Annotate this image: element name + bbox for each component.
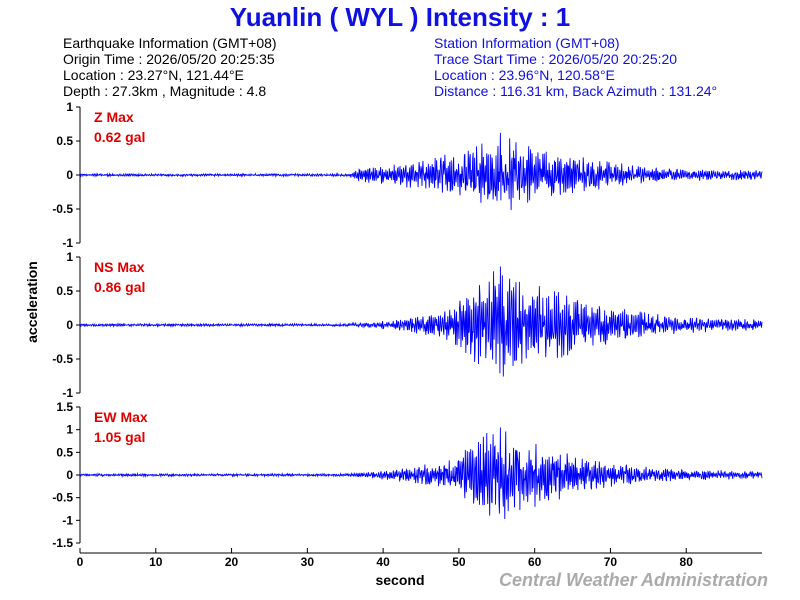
y-tick-label: 1 [66,250,73,264]
y-tick-label: -1.5 [52,536,73,550]
panel-max-z: 0.62 gal [94,129,145,145]
waveform-ew [79,427,763,519]
trace-start-time: Trace Start Time : 2026/05/20 20:25:20 [434,51,677,67]
origin-time: Origin Time : 2026/05/20 20:25:35 [63,51,275,67]
x-tick-label: 70 [604,555,618,569]
earthquake-info-heading: Earthquake Information (GMT+08) [63,35,277,51]
earthquake-info: Earthquake Information (GMT+08) Origin T… [63,35,277,99]
y-tick-label: -0.5 [52,491,73,505]
y-axis-title: acceleration [24,261,40,343]
panel-ew: 1.5 1 0.5 0 -0.5 -1 -1.5 EW Max 1.05 gal [52,400,763,550]
y-tick-label: 1 [66,423,73,437]
station-location: Location : 23.96°N, 120.58°E [434,67,615,83]
x-tick-label: 80 [680,555,694,569]
y-tick-label: 1 [66,100,73,114]
x-axis-title: second [375,572,424,588]
y-tick-label: -1 [62,236,73,250]
panel-label-ew: EW Max [94,409,148,425]
y-tick-label: -1 [62,513,73,527]
y-tick-label: -1 [62,386,73,400]
panel-label-ns: NS Max [94,259,145,275]
y-tick-label: 0 [66,168,73,182]
panel-max-ew: 1.05 gal [94,429,145,445]
waveform-z [79,132,763,211]
chart-title: Yuanlin ( WYL ) Intensity : 1 [230,2,570,32]
y-tick-label: 0.5 [56,284,73,298]
station-info-heading: Station Information (GMT+08) [434,35,620,51]
x-tick-label: 10 [149,555,163,569]
y-tick-label: -0.5 [52,352,73,366]
earthquake-location: Location : 23.27°N, 121.44°E [63,67,244,83]
depth-magnitude: Depth : 27.3km , Magnitude : 4.8 [63,83,266,99]
panel-max-ns: 0.86 gal [94,279,145,295]
panel-label-z: Z Max [94,109,134,125]
x-tick-label: 50 [452,555,466,569]
station-info: Station Information (GMT+08) Trace Start… [434,35,717,99]
y-tick-label: -0.5 [52,202,73,216]
panels: 1 0.5 0 -0.5 -1 Z Max 0.62 gal 1 0.5 0 -0.5 -1 NS Ma… [52,100,763,550]
x-axis: 0 10 20 30 40 50 60 70 80 [77,548,762,569]
x-tick-label: 0 [77,555,84,569]
y-tick-label: 0.5 [56,445,73,459]
y-tick-label: 0.5 [56,134,73,148]
y-tick-label: 0 [66,318,73,332]
credit-text: Central Weather Administration [499,570,768,590]
waveform-ns [79,266,763,377]
x-tick-label: 60 [528,555,542,569]
x-tick-label: 30 [301,555,315,569]
y-tick-label: 1.5 [56,400,73,414]
distance-azimuth: Distance : 116.31 km, Back Azimuth : 131… [434,83,717,99]
y-tick-label: 0 [66,468,73,482]
x-tick-label: 20 [225,555,239,569]
x-tick-label: 40 [376,555,390,569]
panel-z: 1 0.5 0 -0.5 -1 Z Max 0.62 gal [52,100,763,250]
panel-ns: 1 0.5 0 -0.5 -1 NS Max 0.86 gal [52,250,763,400]
